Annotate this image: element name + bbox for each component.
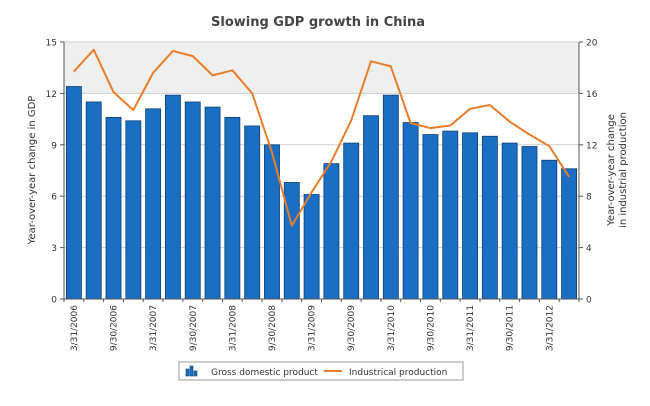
y-axis-left-label: Year-over-year change in GDP — [27, 96, 38, 246]
x-tick-label: 3/31/2006 — [70, 305, 80, 351]
bar-gdp-6-30-2008 — [244, 125, 261, 300]
x-tick-label: 3/31/2012 — [545, 305, 555, 351]
y-left-tick-label: 9 — [51, 141, 57, 151]
x-tick-label: 9/30/2006 — [110, 305, 120, 351]
y-left-tick-label: 3 — [51, 244, 57, 254]
bar-gdp-12-31-2008 — [283, 182, 300, 300]
bar-gdp-9-30-2010 — [422, 134, 439, 300]
legend-gdp-label: Gross domestic product — [211, 368, 318, 378]
bar-gdp-3-31-2009 — [303, 194, 320, 300]
bar-gdp-12-31-2007 — [204, 106, 221, 300]
bar-gdp-6-30-2010 — [402, 122, 419, 300]
bar-gdp-6-30-2012 — [561, 168, 578, 300]
y-axis-right-label-line-2: in industrial production — [618, 112, 629, 228]
bar-gdp-9-30-2007 — [184, 101, 201, 300]
bar-gdp-3-31-2008 — [224, 116, 241, 300]
shaded-band — [64, 42, 579, 94]
bar-gdp-3-31-2007 — [145, 108, 162, 300]
bar-gdp-6-30-2006 — [85, 101, 102, 300]
bar-gdp-3-31-2006 — [65, 86, 82, 300]
x-tick-label: 3/31/2010 — [387, 305, 397, 351]
y-left-tick-label: 0 — [51, 296, 57, 306]
bar-gdp-6-30-2009 — [323, 163, 340, 300]
x-tick-label: 9/30/2008 — [268, 305, 278, 351]
bar-gdp-3-31-2011 — [462, 132, 478, 300]
bar-gdp-6-30-2007 — [165, 94, 181, 300]
bar-gdp-9-30-2006 — [105, 116, 122, 300]
bar-gdp-9-30-2011 — [501, 142, 518, 300]
bar-gdp-12-31-2009 — [363, 115, 379, 300]
bar-gdp-12-31-2010 — [442, 130, 459, 300]
chart-title: Slowing GDP growth in China — [211, 15, 425, 30]
x-tick-label: 9/30/2009 — [347, 305, 357, 351]
x-tick-label: 3/31/2008 — [228, 305, 238, 351]
plot-area: 0 3 6 9 12 15 0 4 8 12 16 20 3/31/2006 9/30/2006 3/31/… — [46, 39, 598, 352]
bar-gdp-3-31-2010 — [382, 94, 399, 300]
y-right-tick-label: 20 — [586, 39, 598, 49]
y-right-tick-label: 0 — [586, 296, 592, 306]
bar-gdp-6-30-2011 — [481, 135, 498, 300]
y-right-tick-label: 4 — [586, 244, 592, 254]
y-left-tick-label: 12 — [46, 90, 57, 100]
y-left-tick-label: 6 — [51, 193, 57, 203]
y-right-tick-label: 12 — [586, 141, 597, 151]
x-tick-label: 3/31/2011 — [466, 305, 476, 351]
x-tick-label: 9/30/2007 — [189, 305, 199, 351]
y-right-tick-label: 8 — [586, 193, 592, 203]
x-tick-label: 9/30/2010 — [426, 305, 436, 351]
bar-gdp-12-31-2011 — [521, 146, 538, 300]
line-industrial-production — [73, 48, 570, 227]
bar-gdp-9-30-2008 — [264, 144, 280, 300]
legend-box — [178, 361, 464, 381]
y-right-tick-label: 16 — [586, 90, 598, 100]
bar-gdp-3-31-2012 — [541, 159, 558, 300]
legend-gdp-icon — [185, 365, 198, 377]
y-axis-right-label-line-1: Year-over-year change — [606, 114, 617, 227]
y-left-tick-label: 15 — [46, 39, 57, 49]
bar-gdp-12-31-2006 — [125, 120, 142, 300]
bar-gdp-9-30-2009 — [343, 142, 360, 300]
x-tick-label: 3/31/2009 — [308, 305, 318, 351]
legend: Gross domestic product Industrical produ… — [178, 361, 464, 381]
x-tick-label: 3/31/2007 — [149, 305, 159, 351]
legend-ip-label: Industrical production — [349, 368, 447, 378]
x-tick-label: 9/30/2011 — [506, 305, 516, 351]
